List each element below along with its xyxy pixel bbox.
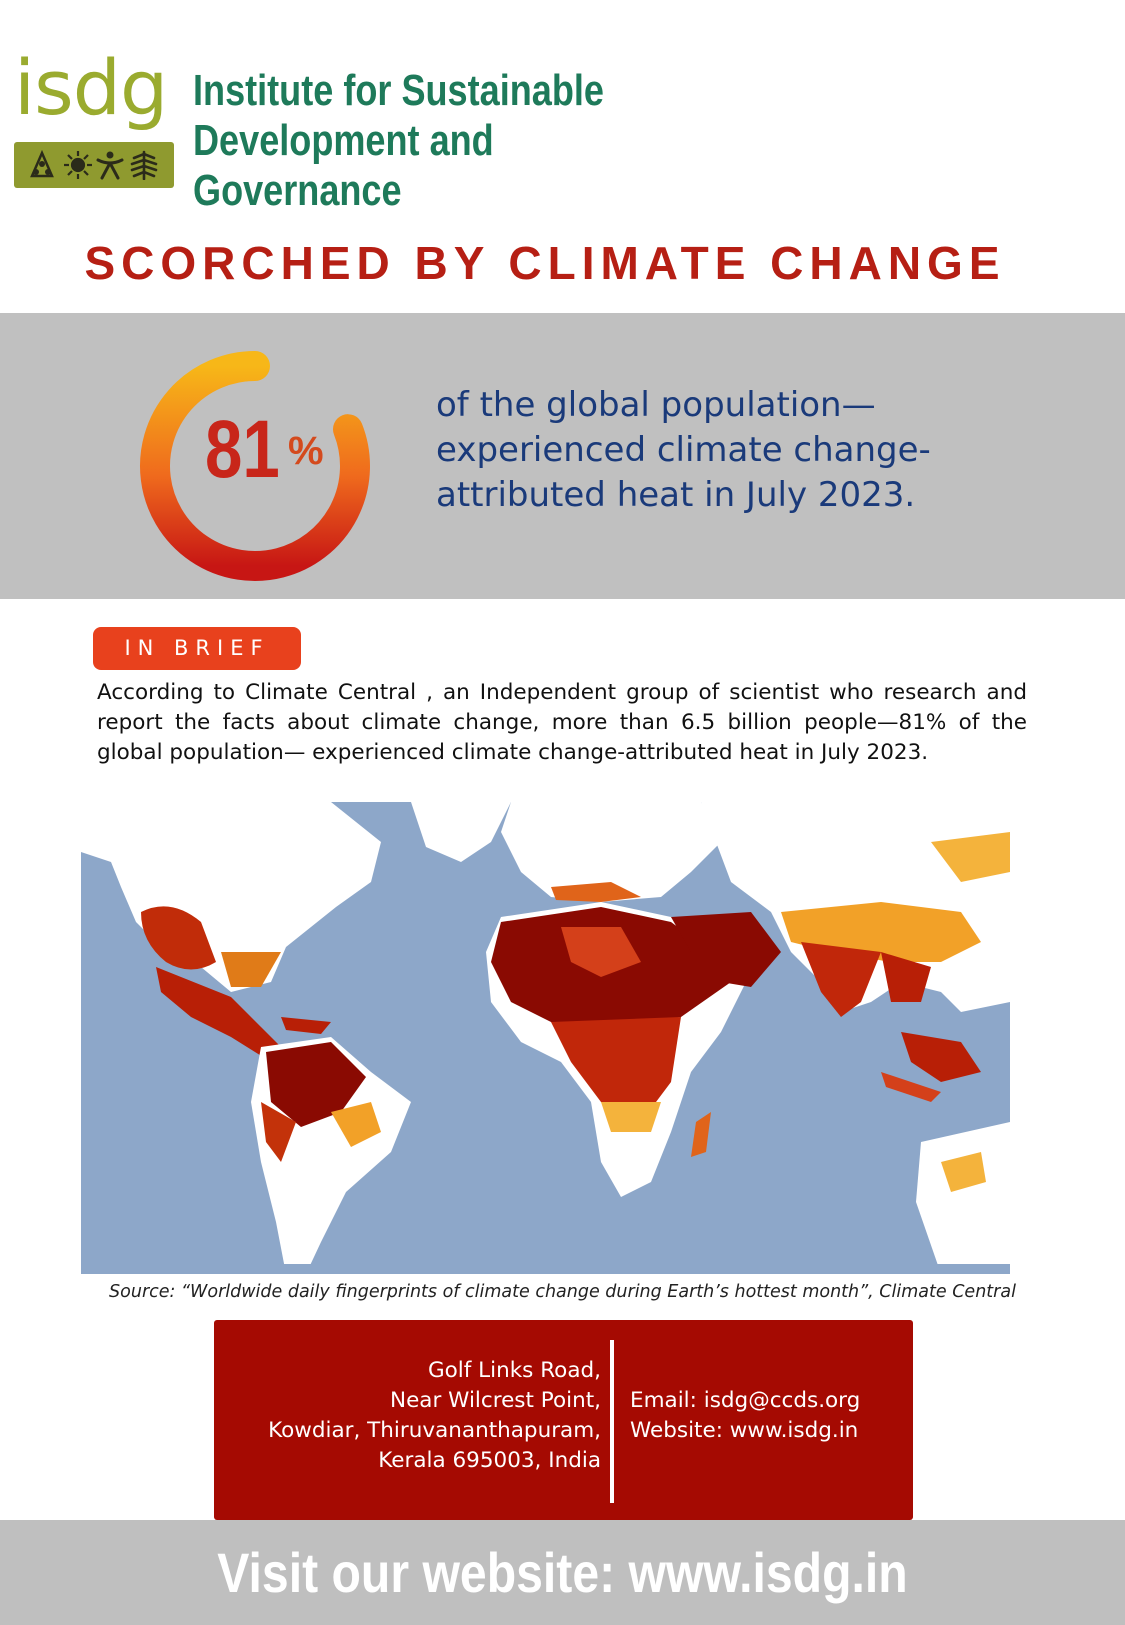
address-line-3: Kowdiar, Thiruvananthapuram, — [268, 1418, 601, 1443]
footer-bar: Visit our website: www.isdg.in — [0, 1520, 1125, 1625]
address-line-1: Golf Links Road, — [427, 1358, 601, 1383]
org-name: Institute for Sustainable Development an… — [193, 66, 652, 216]
stat-percent-sign: % — [288, 429, 324, 473]
address-line-4: Kerala 695003, India — [378, 1448, 601, 1473]
map-source-caption: Source: “Worldwide daily fingerprints of… — [109, 1282, 1016, 1302]
stat-line-1: of the global population— — [436, 385, 876, 425]
stat-description: of the global population— experienced cl… — [436, 383, 996, 518]
logo-wordmark: isdg — [14, 43, 168, 132]
stat-number: 81 — [205, 404, 280, 495]
contact-divider — [610, 1340, 614, 1503]
logo-symbols-icon — [30, 150, 158, 180]
stat-line-3: attributed heat in July 2023. — [436, 475, 916, 515]
isdg-logo: isdg — [14, 48, 174, 190]
stat-band: 81 % of the global population— experienc… — [0, 313, 1125, 599]
org-name-line-2: Development and Governance — [193, 116, 494, 215]
world-map-icon — [81, 802, 1010, 1274]
in-brief-badge: IN BRIEF — [93, 627, 301, 670]
brief-paragraph: According to Climate Central , an Indepe… — [97, 680, 1027, 765]
org-name-line-1: Institute for Sustainable — [193, 66, 604, 115]
address-line-2: Near Wilcrest Point, — [390, 1388, 601, 1413]
percent-ring-arc — [140, 351, 370, 581]
world-heat-map — [81, 802, 1010, 1274]
footer-website-link[interactable]: Visit our website: www.isdg.in — [217, 1541, 908, 1604]
contact-online: Email: isdg@ccds.org Website: www.isdg.i… — [630, 1386, 860, 1446]
contact-box: Golf Links Road, Near Wilcrest Point, Ko… — [214, 1320, 913, 1520]
contact-address: Golf Links Road, Near Wilcrest Point, Ko… — [268, 1356, 601, 1476]
percent-ring-icon — [140, 351, 370, 581]
page-title: SCORCHED BY CLIMATE CHANGE — [84, 237, 1006, 289]
logo-icon-strip — [14, 142, 174, 188]
contact-website[interactable]: Website: www.isdg.in — [630, 1418, 859, 1443]
contact-email[interactable]: Email: isdg@ccds.org — [630, 1388, 861, 1413]
stat-line-2: experienced climate change- — [436, 430, 931, 470]
